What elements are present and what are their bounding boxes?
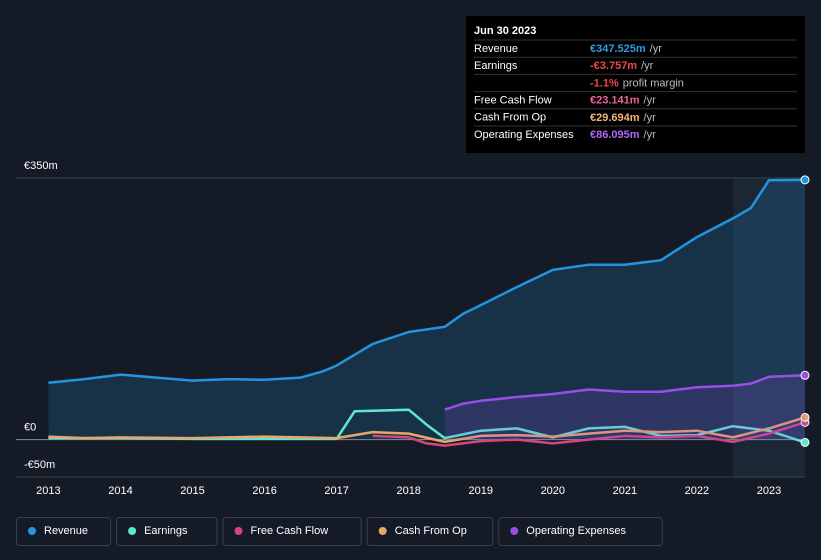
x-tick-label: 2016 <box>252 485 276 497</box>
tooltip-amount: €86.095m <box>590 129 640 141</box>
tooltip-amount: €347.525m <box>590 43 646 55</box>
tooltip-value: €29.694m/yr <box>590 112 656 124</box>
legend-dot <box>378 527 387 535</box>
x-tick-label: 2018 <box>396 485 420 497</box>
x-tick-label: 2013 <box>36 485 60 497</box>
tooltip-box <box>466 16 805 153</box>
end-dot <box>800 412 810 422</box>
legend-dot <box>234 527 243 535</box>
x-tick-label: 2019 <box>469 485 493 497</box>
tooltip-value: -€3.757m/yr <box>590 60 654 72</box>
end-dot <box>800 175 810 185</box>
tooltip-suffix: /yr <box>650 43 663 55</box>
tooltip-value: -1.1% profit margin <box>590 77 684 89</box>
tooltip-suffix: profit margin <box>623 77 684 89</box>
series-area <box>444 375 805 440</box>
tooltip-value: €86.095m/yr <box>590 129 656 141</box>
legend-label: Revenue <box>44 525 88 537</box>
legend-item[interactable]: Cash From Op <box>366 517 494 546</box>
legend-label: Cash From Op <box>395 525 467 537</box>
tooltip-amount: -1.1% <box>590 77 619 89</box>
tooltip-value: €347.525m/yr <box>590 43 662 55</box>
tooltip-amount: €23.141m <box>590 95 640 107</box>
legend: Revenue Earnings Free Cash Flow Cash From O… <box>16 517 663 546</box>
tooltip-suffix: /yr <box>641 60 654 72</box>
tooltip-amount: €29.694m <box>590 112 640 124</box>
legend-item[interactable]: Free Cash Flow <box>222 517 362 546</box>
tooltip-suffix: /yr <box>644 129 657 141</box>
tooltip-date: Jun 30 2023 <box>474 25 536 37</box>
legend-box[interactable] <box>366 517 494 546</box>
tooltip-label: Earnings <box>474 60 518 72</box>
tooltip-value: €23.141m/yr <box>590 95 656 107</box>
tooltip-label: Operating Expenses <box>474 129 574 141</box>
y-tick-label: €0 <box>24 422 36 434</box>
legend-box[interactable] <box>498 517 663 546</box>
end-dot <box>800 370 810 380</box>
legend-box[interactable] <box>16 517 112 546</box>
x-tick-label: 2014 <box>108 485 132 497</box>
legend-box[interactable] <box>116 517 218 546</box>
legend-item[interactable]: Revenue <box>16 517 112 546</box>
x-tick-label: 2023 <box>757 485 781 497</box>
x-tick-label: 2022 <box>685 485 709 497</box>
y-tick-label: €350m <box>24 160 58 172</box>
tooltip: Jun 30 2023 Revenue €347.525m/yr Earnings -€… <box>466 16 805 153</box>
legend-dot <box>510 527 519 535</box>
series-line <box>372 421 806 447</box>
series-line <box>48 416 806 444</box>
tooltip-label: Free Cash Flow <box>474 95 552 107</box>
series-line <box>444 374 806 411</box>
end-dot <box>800 437 810 447</box>
tooltip-amount: -€3.757m <box>590 60 637 72</box>
y-tick-label: -€50m <box>24 459 55 471</box>
legend-box[interactable] <box>222 517 362 546</box>
legend-label: Operating Expenses <box>526 525 626 537</box>
legend-item[interactable]: Operating Expenses <box>498 517 663 546</box>
series-area <box>48 179 805 440</box>
legend-label: Free Cash Flow <box>251 525 329 537</box>
x-tick-label: 2015 <box>180 485 204 497</box>
tooltip-label: Cash From Op <box>474 112 546 124</box>
tooltip-suffix: /yr <box>644 112 657 124</box>
tooltip-suffix: /yr <box>644 95 657 107</box>
x-tick-label: 2020 <box>541 485 565 497</box>
series-line <box>48 178 806 385</box>
legend-label: Earnings <box>144 525 188 537</box>
legend-dot <box>128 527 137 535</box>
legend-dot <box>28 527 36 535</box>
plot: €350m €0 -€50m 2013 2014 2015 2016 2017 2018 2019… <box>16 160 810 497</box>
tooltip-label: Revenue <box>474 43 518 55</box>
x-tick-label: 2021 <box>613 485 637 497</box>
legend-item[interactable]: Earnings <box>116 517 218 546</box>
x-tick-label: 2017 <box>324 485 348 497</box>
